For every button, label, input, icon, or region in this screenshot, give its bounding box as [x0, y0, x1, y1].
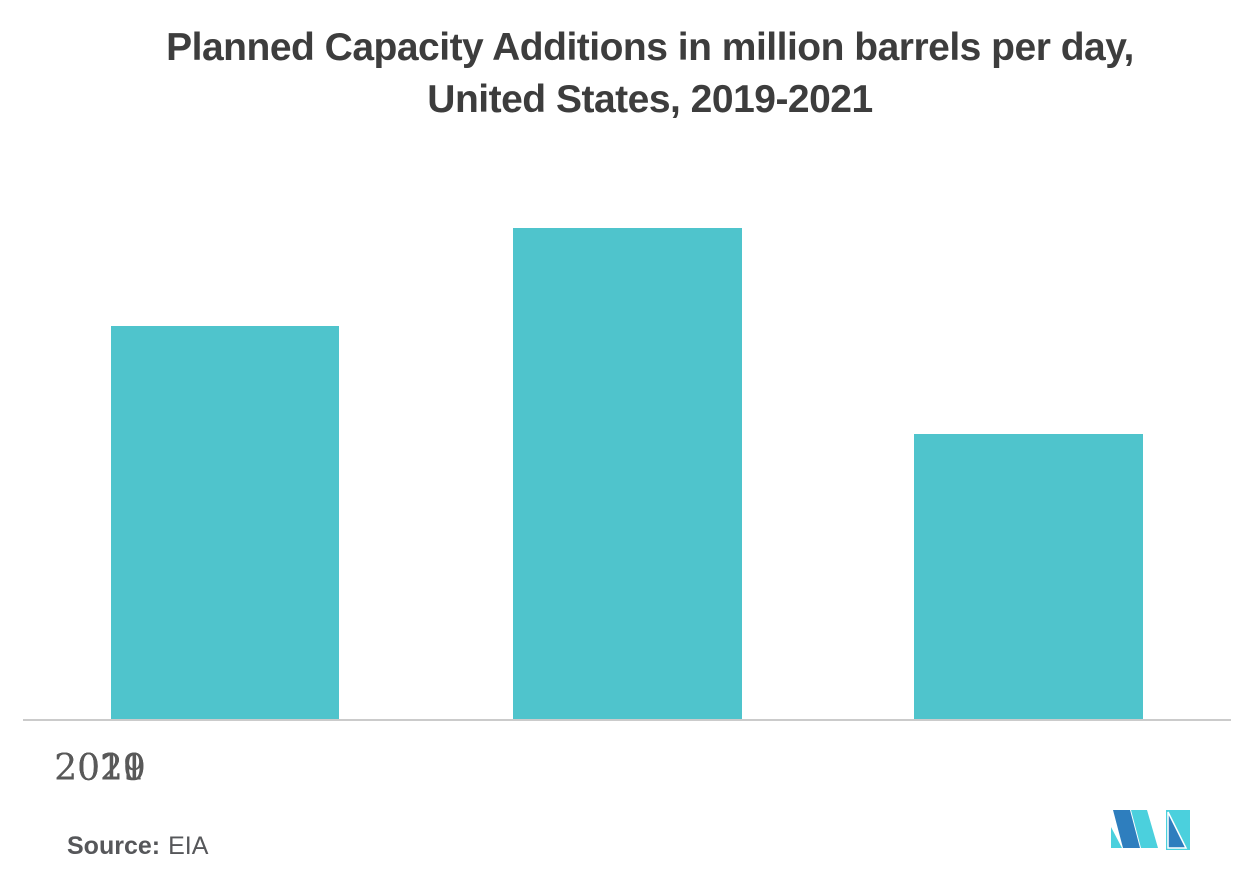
source-value: EIA — [168, 832, 209, 860]
source-label: Source: — [67, 832, 161, 860]
bar-2020 — [513, 228, 742, 719]
chart-title: Planned Capacity Additions in million ba… — [23, 22, 1254, 126]
source-note: Source: EIA — [67, 832, 208, 861]
mordor-intelligence-logo — [1111, 810, 1190, 850]
x-tick-2019: 2019 — [54, 748, 146, 789]
x-tick-2021: 2021 — [54, 748, 146, 789]
x-axis-line — [23, 719, 1231, 721]
bar-2019 — [111, 326, 339, 719]
plot-area — [111, 228, 1143, 719]
chart-title-line-1: Planned Capacity Additions in million ba… — [166, 26, 1134, 69]
x-tick-2020: 2020 — [54, 748, 146, 789]
bar-2021 — [914, 434, 1143, 719]
chart-title-line-2: United States, 2019-2021 — [427, 78, 873, 121]
